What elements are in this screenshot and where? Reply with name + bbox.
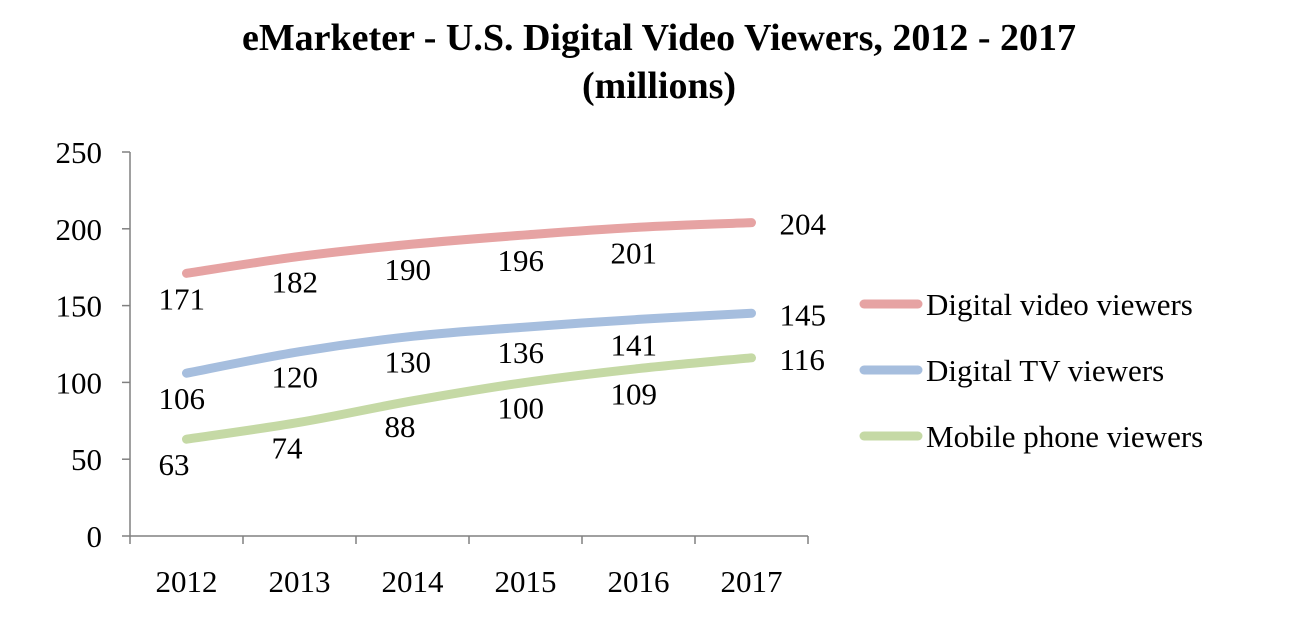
y-tick-label: 100	[56, 365, 103, 400]
data-label: 136	[498, 335, 545, 370]
data-label: 171	[159, 281, 206, 316]
y-tick-label: 0	[87, 519, 103, 554]
y-tick-label: 250	[56, 135, 103, 170]
x-tick-label: 2012	[156, 564, 218, 599]
data-label: 196	[498, 243, 545, 278]
x-tick-label: 2013	[269, 564, 331, 599]
series-line-2	[182, 308, 756, 378]
chart-title: eMarketer - U.S. Digital Video Viewers, …	[0, 14, 1290, 110]
data-label: 100	[498, 390, 545, 425]
y-tick-label: 200	[56, 212, 103, 247]
legend-label-3: Mobile phone viewers	[926, 419, 1203, 454]
y-tick-label: 50	[71, 442, 102, 477]
x-tick-label: 2015	[495, 564, 557, 599]
data-label: 88	[385, 409, 416, 444]
data-label: 204	[780, 207, 827, 242]
data-label: 130	[385, 344, 432, 379]
x-tick-label: 2017	[721, 564, 783, 599]
y-tick-label: 150	[56, 289, 103, 324]
chart-title-main: eMarketer - U.S. Digital Video Viewers, …	[241, 17, 1077, 59]
chart-subtitle: (millions)	[581, 65, 737, 107]
x-tick-label: 2014	[382, 564, 445, 599]
x-tick-label: 2016	[608, 564, 670, 599]
data-label: 106	[159, 381, 206, 416]
legend-label-2: Digital TV viewers	[926, 353, 1164, 388]
data-label: 109	[611, 377, 658, 412]
data-label: 74	[272, 430, 304, 465]
data-label: 116	[780, 342, 825, 377]
data-label: 120	[272, 360, 319, 395]
legend-label-1: Digital video viewers	[926, 287, 1193, 322]
data-label: 182	[272, 264, 319, 299]
data-label: 201	[611, 235, 658, 270]
data-label: 145	[780, 297, 827, 332]
data-label: 141	[611, 327, 658, 362]
series-line-3	[182, 353, 756, 444]
data-label: 190	[385, 252, 432, 287]
data-label: 63	[159, 447, 190, 482]
series-line-1	[182, 218, 756, 278]
